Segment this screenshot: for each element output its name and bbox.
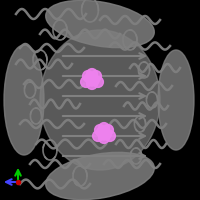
Ellipse shape (40, 30, 160, 170)
Circle shape (98, 128, 110, 140)
Circle shape (87, 69, 97, 79)
Circle shape (93, 77, 103, 87)
Ellipse shape (4, 45, 44, 155)
Circle shape (99, 123, 109, 133)
Ellipse shape (158, 50, 194, 150)
Circle shape (81, 77, 91, 87)
Circle shape (87, 79, 97, 89)
Circle shape (105, 131, 115, 141)
Circle shape (85, 73, 95, 83)
Ellipse shape (46, 0, 154, 48)
Circle shape (95, 125, 105, 135)
Circle shape (93, 131, 103, 141)
Circle shape (86, 74, 98, 86)
Circle shape (97, 127, 107, 137)
Circle shape (103, 125, 113, 135)
Circle shape (83, 71, 93, 81)
Circle shape (101, 129, 111, 139)
Circle shape (89, 75, 99, 85)
Ellipse shape (46, 152, 154, 200)
Circle shape (91, 71, 101, 81)
Circle shape (99, 133, 109, 143)
